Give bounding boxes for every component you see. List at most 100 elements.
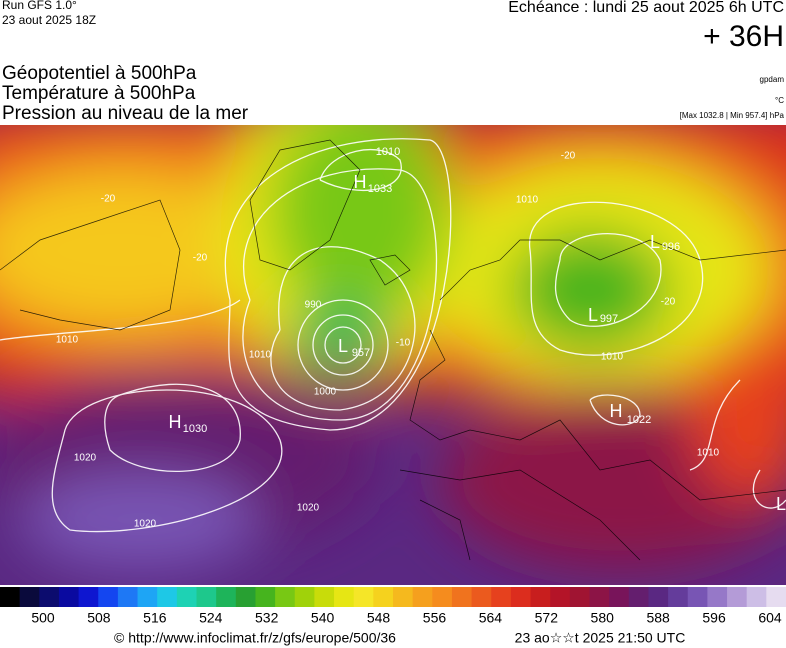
map-label: -20	[193, 253, 208, 264]
colorbar-swatch	[550, 587, 571, 607]
colorbar-swatch	[58, 587, 80, 607]
colorbar-swatch	[412, 587, 433, 607]
map-label: L	[650, 232, 660, 252]
map-label: L	[338, 336, 348, 356]
colorbar-swatch	[216, 587, 237, 607]
colorbar-tick-label: 572	[535, 610, 559, 626]
map-label: 1022	[627, 414, 651, 426]
map-label: H	[169, 412, 182, 432]
map-label: L	[588, 305, 598, 325]
colorbar-swatch	[648, 587, 669, 607]
map-label: 1030	[183, 423, 207, 435]
map-label: L	[776, 494, 786, 514]
generated: 23 ao☆☆t 2025 21:50 UTC	[515, 630, 686, 646]
colorbar-tick-label: 564	[479, 610, 503, 626]
map-label: H	[354, 172, 367, 192]
colorbar-tick-label: 548	[367, 610, 391, 626]
colorbar-tick-label: 516	[143, 610, 167, 626]
colorbar-swatch	[746, 587, 767, 607]
field: Géopotentiel à 500hPa	[2, 63, 197, 84]
source: © http://www.infoclimat.fr/z/gfs/europe/…	[114, 630, 396, 646]
colorbar-swatch	[510, 587, 532, 607]
unit: °C	[775, 96, 784, 105]
map-label: 957	[352, 347, 370, 359]
colorbar-swatch	[432, 587, 453, 607]
map-label: 1020	[134, 519, 157, 530]
map-label: 996	[662, 241, 680, 253]
colorbar-swatch	[117, 587, 139, 607]
colorbar-swatch	[157, 587, 178, 607]
colorbar-tick-label: 580	[591, 610, 615, 626]
colorbar-tick-label: 556	[423, 610, 447, 626]
unit: [Max 1032.8 | Min 957.4] hPa	[680, 111, 785, 120]
colorbar-swatch	[727, 587, 748, 607]
colorbar-swatch	[609, 587, 630, 607]
colorbar-tick-label: 540	[311, 610, 335, 626]
map-label: 1010	[516, 195, 539, 206]
map-label: H	[610, 401, 623, 421]
map-label: 1010	[56, 335, 79, 346]
colorbar-swatch	[19, 587, 40, 607]
colorbar-swatch	[235, 587, 256, 607]
field: Température à 500hPa	[2, 83, 196, 104]
colorbar-swatch	[39, 587, 60, 607]
field: Pression au niveau de la mer	[2, 103, 249, 124]
map-label: 1010	[249, 350, 272, 361]
map-label: 1020	[74, 453, 97, 464]
colorbar-swatch	[314, 587, 335, 607]
colorbar-swatch	[668, 587, 689, 607]
colorbar-swatch	[628, 587, 649, 607]
map-label: 1010	[601, 352, 624, 363]
colorbar-swatch	[353, 587, 374, 607]
map-label: 1000	[314, 387, 337, 398]
colorbar-tick-label: 500	[31, 610, 55, 626]
map-label: -20	[661, 297, 676, 308]
colorbar-swatch	[530, 587, 551, 607]
colorbar-swatch	[275, 587, 296, 607]
colorbar-swatch	[707, 587, 728, 607]
colorbar-tick-label: 508	[87, 610, 111, 626]
run-date: 23 aout 2025 18Z	[2, 13, 96, 27]
map-label: 1033	[368, 183, 392, 195]
map-label: 990	[305, 300, 322, 311]
colorbar-swatch	[78, 587, 99, 607]
colorbar-swatch	[766, 587, 786, 607]
map-label: -20	[561, 151, 576, 162]
colorbar-swatch	[471, 587, 492, 607]
map-label: 997	[600, 313, 618, 325]
colorbar-swatch	[491, 587, 512, 607]
unit: gpdam	[760, 75, 785, 84]
colorbar-swatch	[334, 587, 355, 607]
colorbar-swatch	[98, 587, 119, 607]
map-label: 1020	[297, 503, 320, 514]
header: Run GFS 1.0° 23 aout 2025 18Z Echéance :…	[2, 0, 785, 124]
colorbar-swatch	[393, 587, 414, 607]
colorbar-tick-label: 588	[646, 610, 670, 626]
colorbar-swatch	[176, 587, 197, 607]
colorbar: 500 508 516 524 532 540 548 556 564 572 580 588 596 6…	[0, 587, 786, 626]
map-label: 1010	[697, 448, 720, 459]
colorbar-swatch	[0, 587, 21, 607]
colorbar-swatch	[373, 587, 394, 607]
lead-time: + 36H	[703, 20, 784, 53]
echeance: Echéance : lundi 25 aout 2025 6h UTC	[508, 0, 784, 16]
map	[0, 125, 786, 585]
colorbar-swatch	[451, 587, 473, 607]
colorbar-swatch	[687, 587, 708, 607]
colorbar-swatch	[294, 587, 315, 607]
colorbar-swatch	[196, 587, 217, 607]
colorbar-swatch	[589, 587, 610, 607]
colorbar-tick-label: 532	[255, 610, 279, 626]
colorbar-tick-label: 524	[199, 610, 223, 626]
colorbar-swatch	[569, 587, 590, 607]
colorbar-swatch	[255, 587, 276, 607]
map-label: -10	[396, 338, 411, 349]
map-label: 1010	[376, 146, 400, 158]
colorbar-tick-label: 596	[702, 610, 726, 626]
colorbar-swatch	[137, 587, 158, 607]
run: Run GFS 1.0°	[2, 0, 77, 12]
colorbar-tick-label: 604	[758, 610, 782, 626]
map-label: -20	[101, 194, 116, 205]
